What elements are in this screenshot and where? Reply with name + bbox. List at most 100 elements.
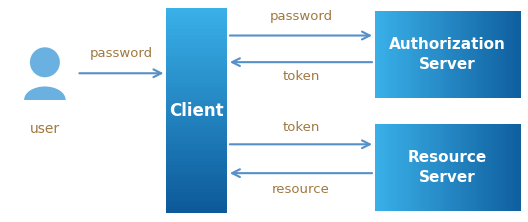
Bar (421, 124, 425, 211)
Bar (427, 124, 430, 211)
Bar (517, 11, 521, 98)
Ellipse shape (24, 86, 65, 113)
Bar (491, 124, 494, 211)
Bar (398, 124, 401, 211)
Bar (410, 11, 413, 98)
Bar (166, 195, 227, 200)
Text: Authorization
Server: Authorization Server (389, 37, 506, 72)
Bar (450, 11, 454, 98)
Bar (22, 100, 68, 115)
Bar (166, 138, 227, 142)
Bar (166, 87, 227, 91)
Bar (418, 11, 422, 98)
Bar (381, 124, 384, 211)
Bar (517, 124, 521, 211)
Bar (166, 114, 227, 118)
Bar (497, 124, 500, 211)
Bar (166, 192, 227, 196)
Bar (166, 121, 227, 125)
Bar (453, 124, 457, 211)
Bar (407, 11, 410, 98)
Bar (503, 11, 506, 98)
Bar (378, 124, 381, 211)
Bar (166, 93, 227, 97)
Bar (474, 11, 477, 98)
Bar (445, 124, 448, 211)
Bar (166, 141, 227, 145)
Bar (476, 124, 480, 211)
Bar (508, 124, 512, 211)
Bar (166, 172, 227, 176)
Bar (514, 124, 517, 211)
Bar (401, 11, 404, 98)
Bar (395, 124, 399, 211)
Bar (439, 124, 442, 211)
Bar (166, 83, 227, 87)
Bar (166, 100, 227, 104)
Bar (413, 11, 416, 98)
Bar (383, 11, 387, 98)
Bar (479, 124, 483, 211)
Bar (166, 107, 227, 111)
Bar (166, 148, 227, 152)
Bar (425, 124, 428, 211)
Bar (488, 11, 492, 98)
Bar (421, 11, 425, 98)
Bar (456, 11, 459, 98)
Bar (166, 80, 227, 84)
Bar (445, 11, 448, 98)
Text: password: password (90, 47, 153, 60)
Text: Resource
Server: Resource Server (408, 150, 487, 185)
Bar (494, 124, 497, 211)
Bar (166, 124, 227, 128)
Bar (514, 11, 517, 98)
Bar (375, 11, 378, 98)
Bar (413, 124, 416, 211)
Bar (447, 124, 451, 211)
Ellipse shape (30, 47, 60, 77)
Bar (166, 199, 227, 203)
Bar (166, 134, 227, 138)
Bar (459, 124, 463, 211)
Bar (166, 182, 227, 186)
Bar (166, 155, 227, 159)
Bar (462, 11, 466, 98)
Text: token: token (282, 70, 319, 83)
Bar (439, 11, 442, 98)
Bar (166, 158, 227, 162)
Bar (441, 124, 445, 211)
Bar (499, 11, 503, 98)
Bar (508, 11, 512, 98)
Bar (166, 165, 227, 169)
Bar (166, 206, 227, 210)
Bar (166, 66, 227, 70)
Bar (418, 124, 422, 211)
Bar (401, 124, 404, 211)
Bar (383, 124, 387, 211)
Bar (166, 76, 227, 80)
Bar (166, 161, 227, 165)
Bar (471, 11, 474, 98)
Text: Client: Client (169, 102, 224, 120)
Bar (447, 11, 451, 98)
Bar (427, 11, 430, 98)
Bar (441, 11, 445, 98)
Bar (468, 124, 471, 211)
Bar (386, 124, 390, 211)
Bar (166, 32, 227, 36)
Bar (166, 39, 227, 43)
Bar (462, 124, 466, 211)
Bar (166, 209, 227, 213)
Bar (166, 69, 227, 73)
Bar (497, 11, 500, 98)
Bar (450, 124, 454, 211)
Bar (506, 124, 509, 211)
Bar (166, 59, 227, 63)
Bar (476, 11, 480, 98)
Bar (389, 124, 393, 211)
Bar (389, 11, 393, 98)
Bar (166, 189, 227, 193)
Bar (375, 124, 378, 211)
Bar (166, 46, 227, 50)
Bar (166, 18, 227, 22)
